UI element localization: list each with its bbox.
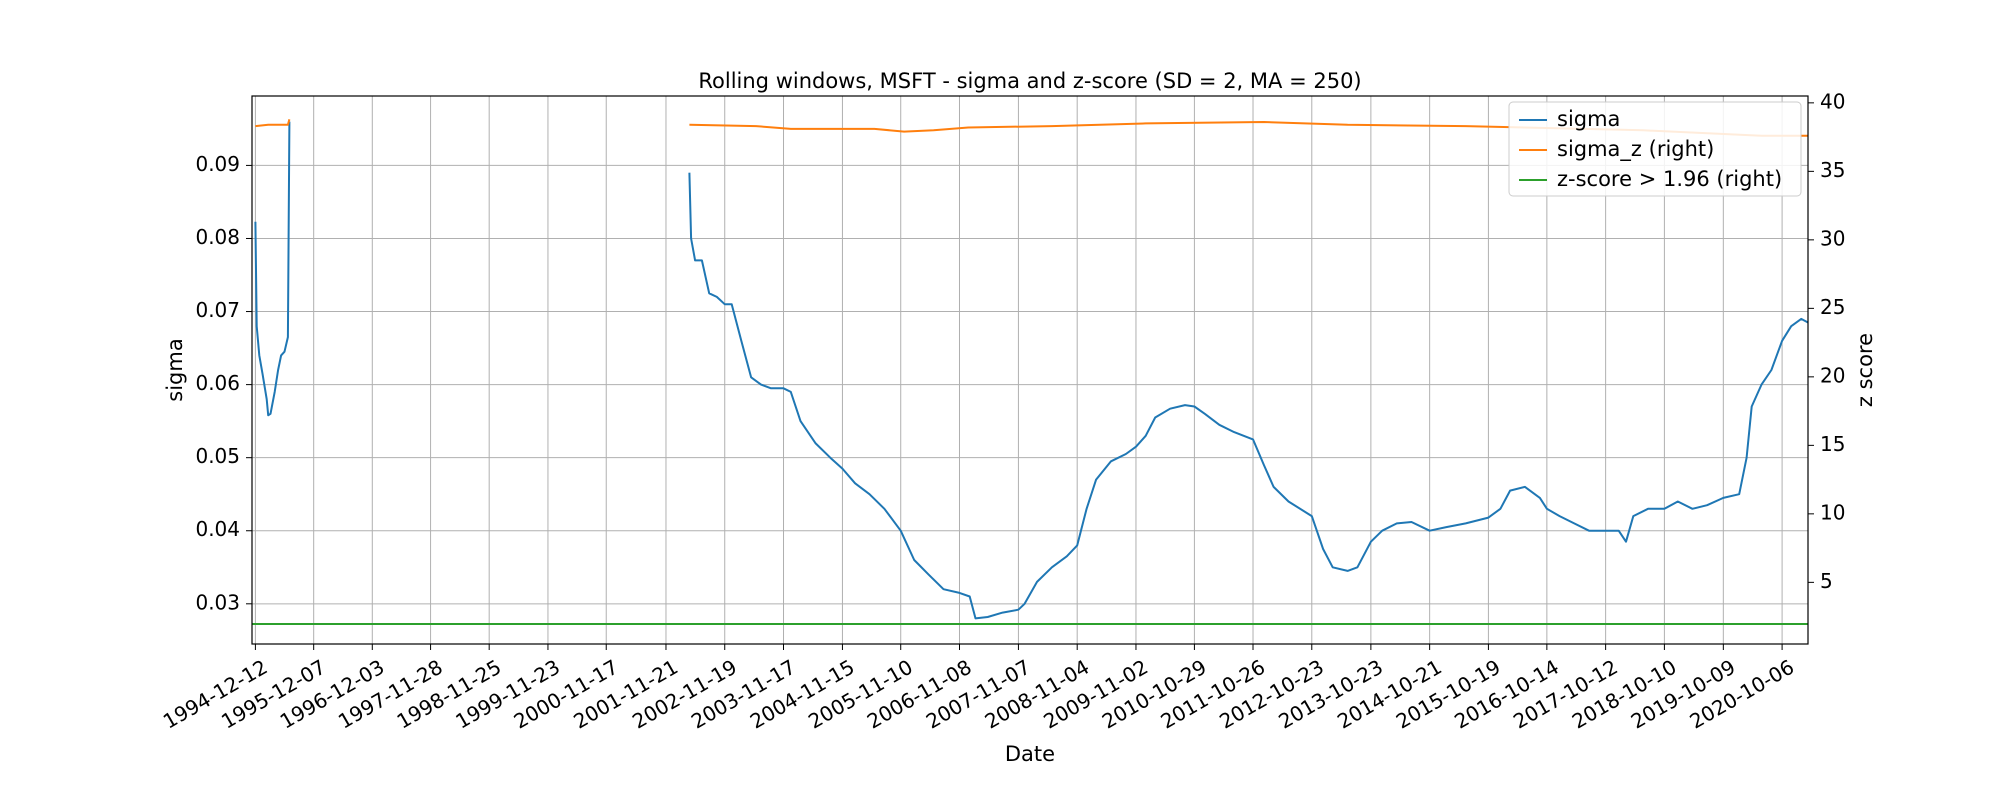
legend-label: sigma_z (right): [1557, 137, 1714, 162]
y-tick-label-left: 0.07: [195, 298, 240, 322]
y-tick-label-left: 0.06: [195, 371, 240, 395]
y-tick-label-right: 15: [1820, 432, 1845, 456]
y-axis-label-right: z score: [1853, 333, 1877, 407]
y-tick-label-left: 0.09: [195, 152, 240, 176]
chart-title: Rolling windows, MSFT - sigma and z-scor…: [698, 69, 1361, 93]
legend-label: sigma: [1557, 107, 1620, 131]
series-line-sigma-z-right-segment-1: [255, 119, 291, 128]
legend-box: [1508, 101, 1802, 197]
y-tick-label-right: 40: [1820, 89, 1845, 113]
y-tick-label-right: 10: [1820, 500, 1845, 524]
y-axis-right: 5 10 15 20 25 30 35 40: [1808, 89, 1845, 593]
grid: [252, 96, 1808, 644]
series-line-sigma-segment-2: [688, 172, 1809, 620]
plot-frame: [251, 95, 1809, 645]
y-tick-label-right: 5: [1820, 569, 1833, 593]
y-tick-label-right: 20: [1820, 363, 1845, 387]
legend-label: z-score > 1.96 (right): [1557, 167, 1782, 191]
y-tick-label-left: 0.04: [195, 517, 240, 541]
y-tick-label-right: 30: [1820, 226, 1845, 250]
y-tick-label-right: 25: [1820, 295, 1845, 319]
y-axis-left: 0.03 0.04 0.05 0.06 0.07 0.08 0.09: [195, 152, 252, 614]
y-axis-label-left: sigma: [163, 338, 187, 401]
legend: sigma sigma_z (right) z-score > 1.96 (righ…: [1508, 101, 1802, 197]
y-tick-label-left: 0.05: [195, 444, 240, 468]
y-tick-label-left: 0.03: [195, 590, 240, 614]
series-line-sigma-segment-1: [254, 121, 291, 417]
y-tick-label-right: 35: [1820, 158, 1845, 182]
x-axis-label: Date: [1005, 742, 1055, 766]
y-tick-label-left: 0.08: [195, 225, 240, 249]
